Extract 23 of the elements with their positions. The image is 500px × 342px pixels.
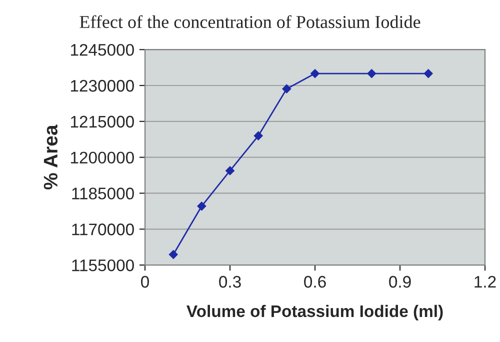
x-tick-label: 0.9 bbox=[389, 276, 411, 288]
y-axis-title: % Area bbox=[44, 124, 58, 190]
chart-title: Effect of the concentration of Potassium Iodide bbox=[80, 15, 420, 28]
point bbox=[254, 131, 263, 140]
x-tick-label: 0.6 bbox=[304, 276, 326, 288]
y-tick-label: 1230000 bbox=[70, 80, 134, 92]
point bbox=[424, 69, 433, 78]
y-tick-label: 1185000 bbox=[72, 188, 134, 200]
point bbox=[226, 166, 234, 176]
x-axis-title: Volume of Potassium Iodide (ml) bbox=[186, 304, 443, 320]
y-tick-label: 1170000 bbox=[72, 224, 134, 236]
x-tick-label: 0 bbox=[141, 276, 149, 288]
point bbox=[367, 69, 376, 78]
point bbox=[282, 84, 292, 94]
y-tick-label: 1245000 bbox=[70, 44, 134, 56]
point bbox=[168, 250, 178, 259]
point bbox=[197, 202, 206, 211]
y-tick-label: 1155000 bbox=[72, 259, 134, 272]
y-tick-label: 1200000 bbox=[70, 152, 134, 164]
y-tick-label: 1215000 bbox=[70, 116, 134, 128]
x-tick-label: 0.3 bbox=[219, 276, 241, 288]
point bbox=[310, 69, 320, 78]
x-tick-label: 1.2 bbox=[474, 276, 496, 288]
